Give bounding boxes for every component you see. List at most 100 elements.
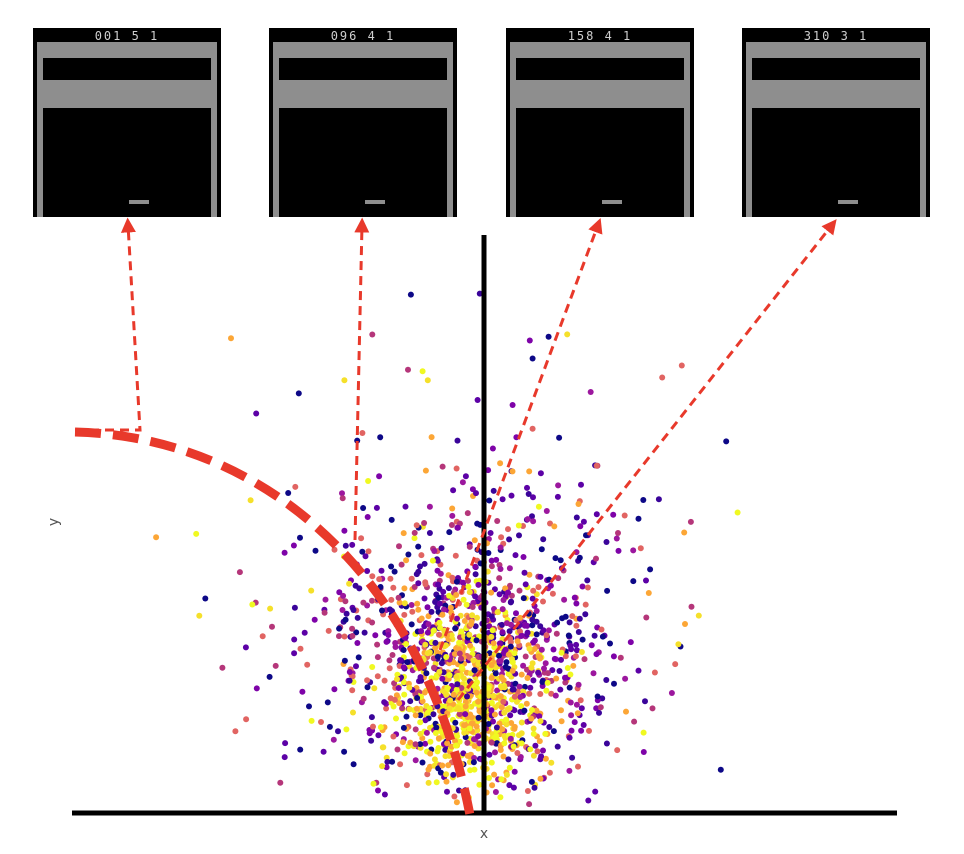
point xyxy=(526,645,533,652)
point xyxy=(490,640,497,647)
point xyxy=(548,690,555,697)
point xyxy=(466,725,473,732)
point xyxy=(401,611,408,618)
point xyxy=(396,543,402,550)
point xyxy=(350,761,357,768)
point xyxy=(668,690,675,696)
point xyxy=(578,481,584,488)
point xyxy=(575,763,581,770)
point xyxy=(621,512,628,519)
point xyxy=(564,331,571,338)
point xyxy=(368,737,375,744)
point xyxy=(584,577,591,584)
point xyxy=(456,711,463,718)
point xyxy=(540,627,547,634)
point xyxy=(374,673,381,680)
point xyxy=(640,729,647,736)
point xyxy=(398,561,405,568)
point xyxy=(350,709,356,716)
arrow xyxy=(456,219,837,701)
point xyxy=(578,649,585,655)
point xyxy=(281,549,288,556)
point xyxy=(349,541,356,548)
point xyxy=(465,583,472,590)
point xyxy=(576,554,583,561)
point xyxy=(717,766,724,773)
point xyxy=(419,368,426,375)
point xyxy=(370,780,377,787)
point xyxy=(396,700,403,707)
point xyxy=(645,590,652,596)
point xyxy=(613,535,620,542)
point xyxy=(267,605,274,612)
point xyxy=(446,592,453,599)
point xyxy=(554,619,561,626)
point xyxy=(582,601,589,608)
point xyxy=(452,742,459,749)
point xyxy=(499,496,506,503)
point xyxy=(424,771,431,778)
point xyxy=(325,627,332,634)
point xyxy=(488,707,495,714)
point xyxy=(467,767,474,774)
point xyxy=(326,723,333,730)
point xyxy=(573,647,580,654)
frame-field xyxy=(752,108,920,217)
point xyxy=(447,604,454,611)
point xyxy=(376,473,383,480)
point xyxy=(603,677,610,683)
point xyxy=(511,768,518,775)
point xyxy=(588,642,595,649)
point xyxy=(623,708,629,715)
point xyxy=(454,615,460,622)
point xyxy=(567,642,574,649)
point xyxy=(485,467,492,474)
point xyxy=(458,685,465,691)
point xyxy=(640,497,647,503)
point xyxy=(460,596,467,603)
point xyxy=(341,633,348,640)
point xyxy=(422,641,429,648)
point xyxy=(555,482,562,489)
point xyxy=(647,566,654,573)
point xyxy=(336,633,342,640)
point xyxy=(557,557,564,564)
point xyxy=(497,794,504,801)
point xyxy=(567,671,574,678)
point xyxy=(512,552,519,559)
point xyxy=(417,712,424,719)
point xyxy=(506,584,513,591)
point xyxy=(510,743,517,750)
point xyxy=(476,781,483,788)
point xyxy=(522,581,529,588)
point xyxy=(405,366,411,373)
point xyxy=(341,657,348,664)
point xyxy=(388,563,395,570)
point xyxy=(491,771,498,778)
point xyxy=(524,516,531,523)
frame-field xyxy=(279,108,447,217)
point xyxy=(530,752,537,759)
point xyxy=(409,608,416,615)
point xyxy=(514,750,521,756)
point xyxy=(635,667,642,674)
point xyxy=(488,633,495,640)
point xyxy=(400,647,407,653)
arrow xyxy=(75,217,142,432)
point xyxy=(521,569,528,576)
point xyxy=(346,580,353,587)
point xyxy=(489,445,496,452)
point xyxy=(390,703,397,710)
point xyxy=(592,788,599,795)
point xyxy=(537,718,544,725)
point xyxy=(395,594,402,601)
point xyxy=(405,551,412,558)
point xyxy=(417,674,424,681)
point xyxy=(493,556,500,563)
point xyxy=(535,584,542,591)
point xyxy=(341,527,348,534)
point xyxy=(510,686,517,693)
point xyxy=(492,670,499,677)
point xyxy=(437,624,443,631)
point xyxy=(537,691,544,697)
